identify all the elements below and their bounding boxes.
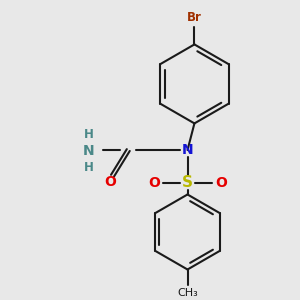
Text: N: N	[83, 144, 94, 158]
Text: CH₃: CH₃	[177, 288, 198, 298]
Text: H: H	[84, 128, 94, 141]
Text: N: N	[182, 143, 193, 157]
Text: O: O	[105, 175, 116, 189]
Text: O: O	[148, 176, 160, 190]
Text: H: H	[84, 161, 94, 174]
Text: S: S	[182, 175, 193, 190]
Text: O: O	[215, 176, 227, 190]
Text: Br: Br	[187, 11, 202, 24]
